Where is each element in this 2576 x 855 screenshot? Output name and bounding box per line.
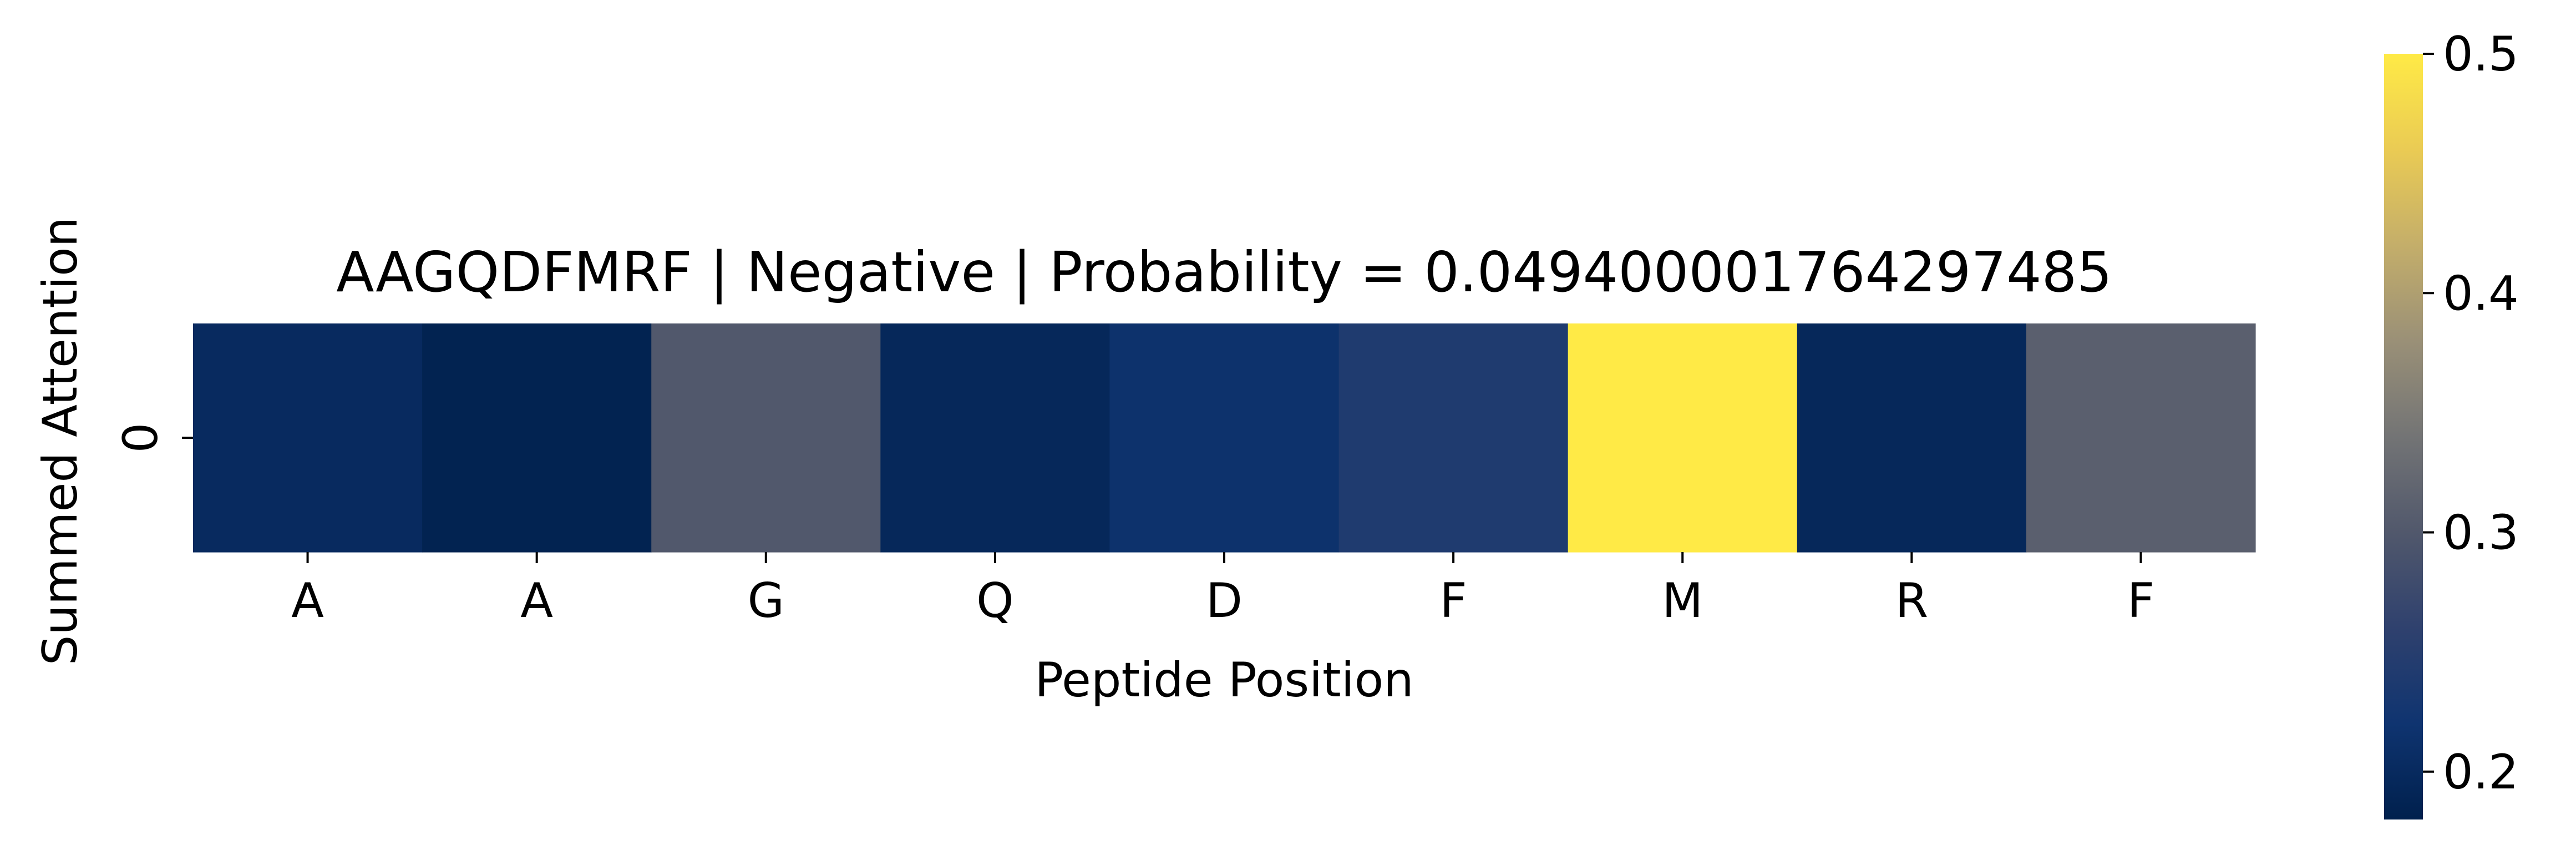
chart-title: AAGQDFMRF | Negative | Probability = 0.0…: [336, 240, 2112, 305]
heatmap-cell: [880, 323, 1110, 553]
heatmap-cell: [422, 323, 652, 553]
x-axis-label: Peptide Position: [1035, 652, 1414, 708]
x-tick-label: G: [747, 573, 784, 629]
heatmap-cell: [1568, 323, 1798, 553]
heatmap-cell: [193, 323, 423, 553]
heatmap-cell: [1797, 323, 2027, 553]
colorbar: [2384, 54, 2423, 819]
heatmap-cells: [193, 323, 2256, 553]
colorbar-tick-label: 0.2: [2443, 745, 2519, 800]
heatmap-cell: [1338, 323, 1569, 553]
y-axis-ticks: 0: [113, 423, 193, 453]
x-tick-label: Q: [976, 573, 1014, 629]
colorbar-tick-label: 0.5: [2443, 27, 2519, 82]
colorbar-tick-label: 0.4: [2443, 266, 2519, 321]
heatmap-cell: [651, 323, 881, 553]
y-axis-label: Summed Attention: [33, 217, 88, 665]
x-tick-label: A: [520, 573, 553, 629]
heatmap-cell: [2026, 323, 2256, 553]
x-tick-label: R: [1895, 573, 1928, 629]
heatmap-cell: [1109, 323, 1340, 553]
x-tick-label: A: [291, 573, 324, 629]
y-tick-label: 0: [113, 423, 169, 453]
x-tick-label: M: [1662, 573, 1703, 629]
colorbar-tick-label: 0.3: [2443, 505, 2519, 561]
colorbar-ticks: 0.2 0.3 0.4 0.5: [2423, 27, 2519, 800]
x-tick-label: F: [2127, 573, 2154, 629]
x-tick-label: F: [1439, 573, 1467, 629]
x-tick-label: D: [1206, 573, 1243, 629]
